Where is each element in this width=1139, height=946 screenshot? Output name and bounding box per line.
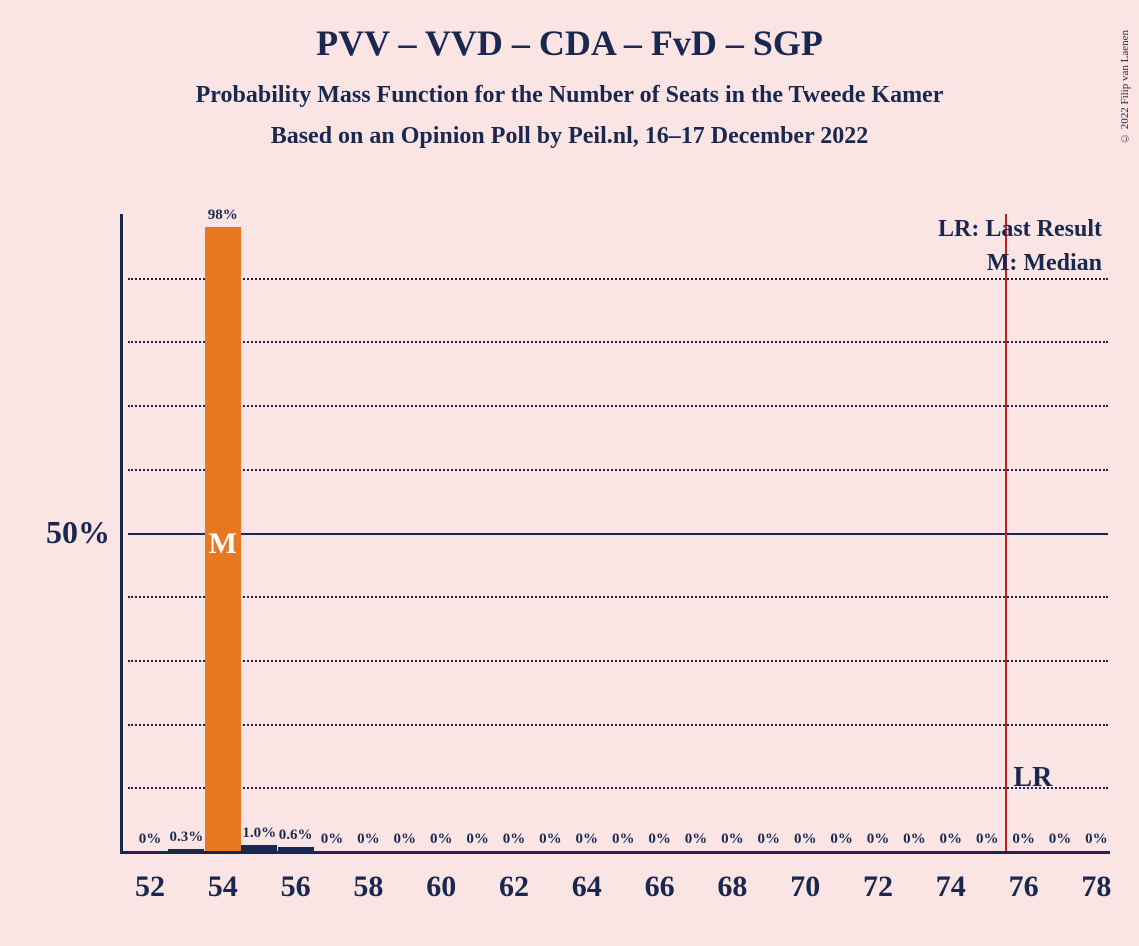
y-axis	[120, 214, 123, 854]
gridline	[128, 341, 1108, 343]
bar-value-label: 0%	[567, 831, 607, 848]
median-mark: M	[205, 527, 241, 561]
bar-value-label: 0%	[1040, 831, 1080, 848]
bar-value-label: 0%	[822, 831, 862, 848]
x-tick-label: 72	[848, 870, 908, 904]
bar-value-label: 0%	[967, 831, 1007, 848]
bar-value-label: 0%	[130, 831, 170, 848]
x-tick-label: 76	[994, 870, 1054, 904]
gridline	[128, 596, 1108, 598]
x-tick-label: 68	[702, 870, 762, 904]
chart-subtitle-2: Based on an Opinion Poll by Peil.nl, 16–…	[0, 123, 1139, 150]
bar-value-label: 98%	[203, 207, 243, 224]
bar-value-label: 1.0%	[239, 825, 279, 842]
bar-value-label: 0%	[785, 831, 825, 848]
bar-value-label: 0%	[1076, 831, 1116, 848]
x-tick-label: 70	[775, 870, 835, 904]
x-tick-label: 78	[1066, 870, 1126, 904]
bar-value-label: 0.6%	[276, 827, 316, 844]
bar-value-label: 0%	[421, 831, 461, 848]
bar-value-label: 0%	[749, 831, 789, 848]
chart-plot-area: 50% 0%0.3%98%1.0%0.6%0%0%0%0%0%0%0%0%0%0…	[120, 214, 1110, 854]
x-tick-label: 64	[557, 870, 617, 904]
bar-value-label: 0%	[494, 831, 534, 848]
x-tick-label: 54	[193, 870, 253, 904]
gridline	[128, 278, 1108, 280]
bar-value-label: 0%	[530, 831, 570, 848]
gridline	[128, 405, 1108, 407]
y-axis-label-50: 50%	[10, 514, 110, 551]
bar-value-label: 0%	[858, 831, 898, 848]
x-tick-label: 56	[266, 870, 326, 904]
bar-value-label: 0%	[385, 831, 425, 848]
bar	[168, 849, 204, 851]
x-tick-label: 52	[120, 870, 180, 904]
bar	[278, 847, 314, 851]
x-tick-label: 62	[484, 870, 544, 904]
gridline	[128, 724, 1108, 726]
gridline	[128, 660, 1108, 662]
bar-value-label: 0%	[676, 831, 716, 848]
legend-lr: LR: Last Result	[802, 216, 1102, 243]
bar-value-label: 0%	[312, 831, 352, 848]
bar-value-label: 0%	[348, 831, 388, 848]
chart-subtitle: Probability Mass Function for the Number…	[0, 82, 1139, 109]
chart-title: PVV – VVD – CDA – FvD – SGP	[0, 22, 1139, 64]
bar-value-label: 0%	[603, 831, 643, 848]
bar-value-label: 0%	[640, 831, 680, 848]
x-tick-label: 58	[338, 870, 398, 904]
x-tick-label: 66	[630, 870, 690, 904]
last-result-line	[1005, 214, 1007, 851]
gridline-50	[128, 533, 1108, 535]
gridline	[128, 787, 1108, 789]
x-tick-label: 74	[921, 870, 981, 904]
bar-value-label: 0%	[894, 831, 934, 848]
gridline	[128, 469, 1108, 471]
bar	[241, 845, 277, 851]
x-tick-label: 60	[411, 870, 471, 904]
bar-value-label: 0%	[1004, 831, 1044, 848]
copyright-label: © 2022 Filip van Laenen	[1119, 30, 1131, 144]
x-axis	[120, 851, 1110, 854]
last-result-label: LR	[1013, 762, 1052, 794]
bar-value-label: 0%	[458, 831, 498, 848]
bar-value-label: 0.3%	[166, 829, 206, 846]
bar-value-label: 0%	[931, 831, 971, 848]
legend-m: M: Median	[802, 250, 1102, 277]
bar-value-label: 0%	[712, 831, 752, 848]
